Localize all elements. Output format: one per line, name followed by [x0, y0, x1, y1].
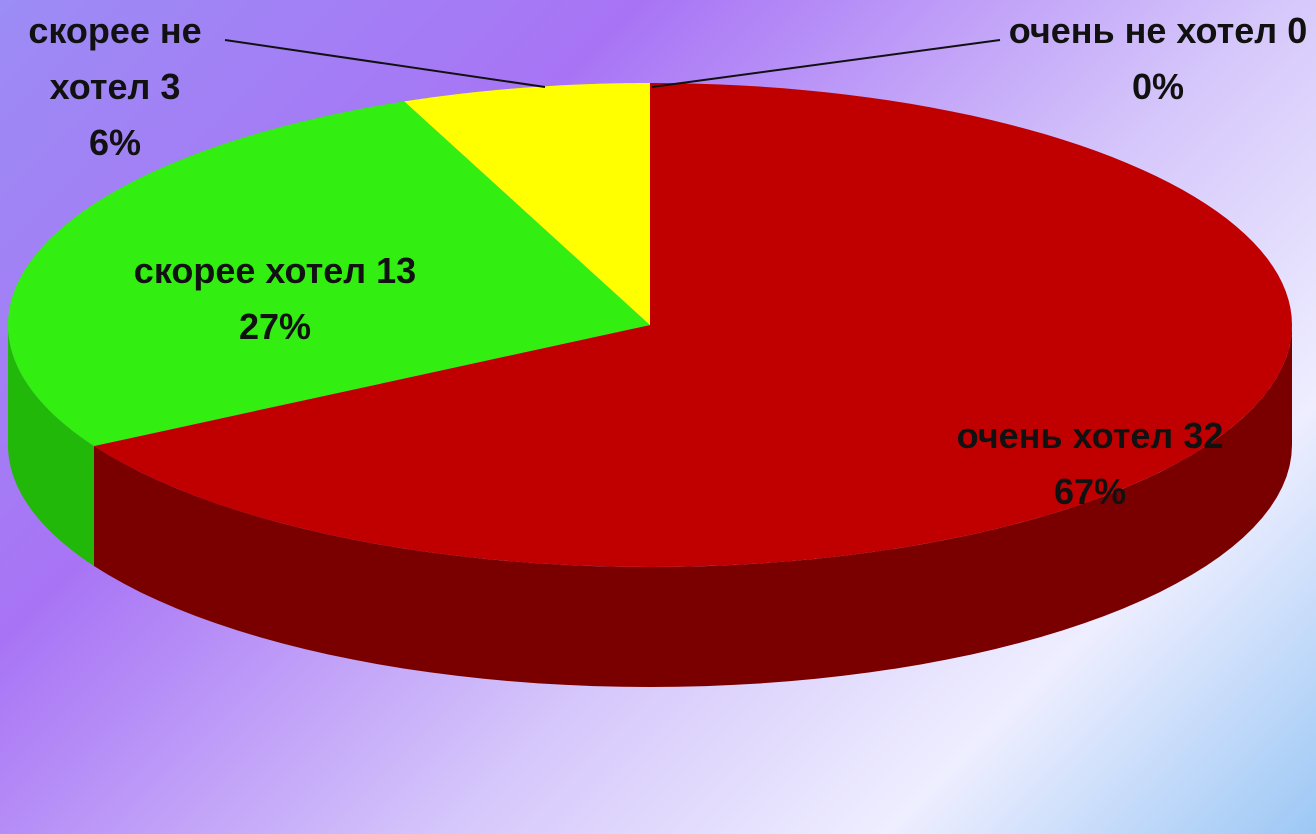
label-percent: 67% [1053, 471, 1127, 512]
slice [404, 83, 650, 325]
label-category: очень не хотел [1008, 10, 1278, 51]
slice-label: очень хотел 32 67% [920, 408, 1260, 520]
leader-line [224, 39, 546, 88]
leader-line [651, 39, 1001, 88]
label-category: скорее хотел [133, 250, 367, 291]
label-percent: 27% [238, 306, 312, 347]
slice-label: скорее не хотел 3 6% [2, 3, 228, 171]
label-value: 13 [376, 250, 417, 291]
pie-sides [8, 325, 1292, 687]
slice [8, 101, 651, 447]
label-category: скорее не хотел [28, 10, 202, 107]
slice-label: скорее хотел 13 27% [100, 243, 450, 355]
slice [94, 83, 1292, 567]
label-category: очень хотел [956, 415, 1174, 456]
label-value: 0 [1287, 10, 1308, 51]
slice-side [8, 325, 95, 566]
label-percent: 6% [88, 122, 142, 163]
label-percent: 0% [1131, 66, 1185, 107]
label-value: 32 [1183, 415, 1224, 456]
label-value: 3 [160, 66, 181, 107]
slice-side [94, 325, 1292, 687]
slice-label: очень не хотел 0 0% [1000, 3, 1316, 115]
pie-tops [8, 83, 1292, 567]
